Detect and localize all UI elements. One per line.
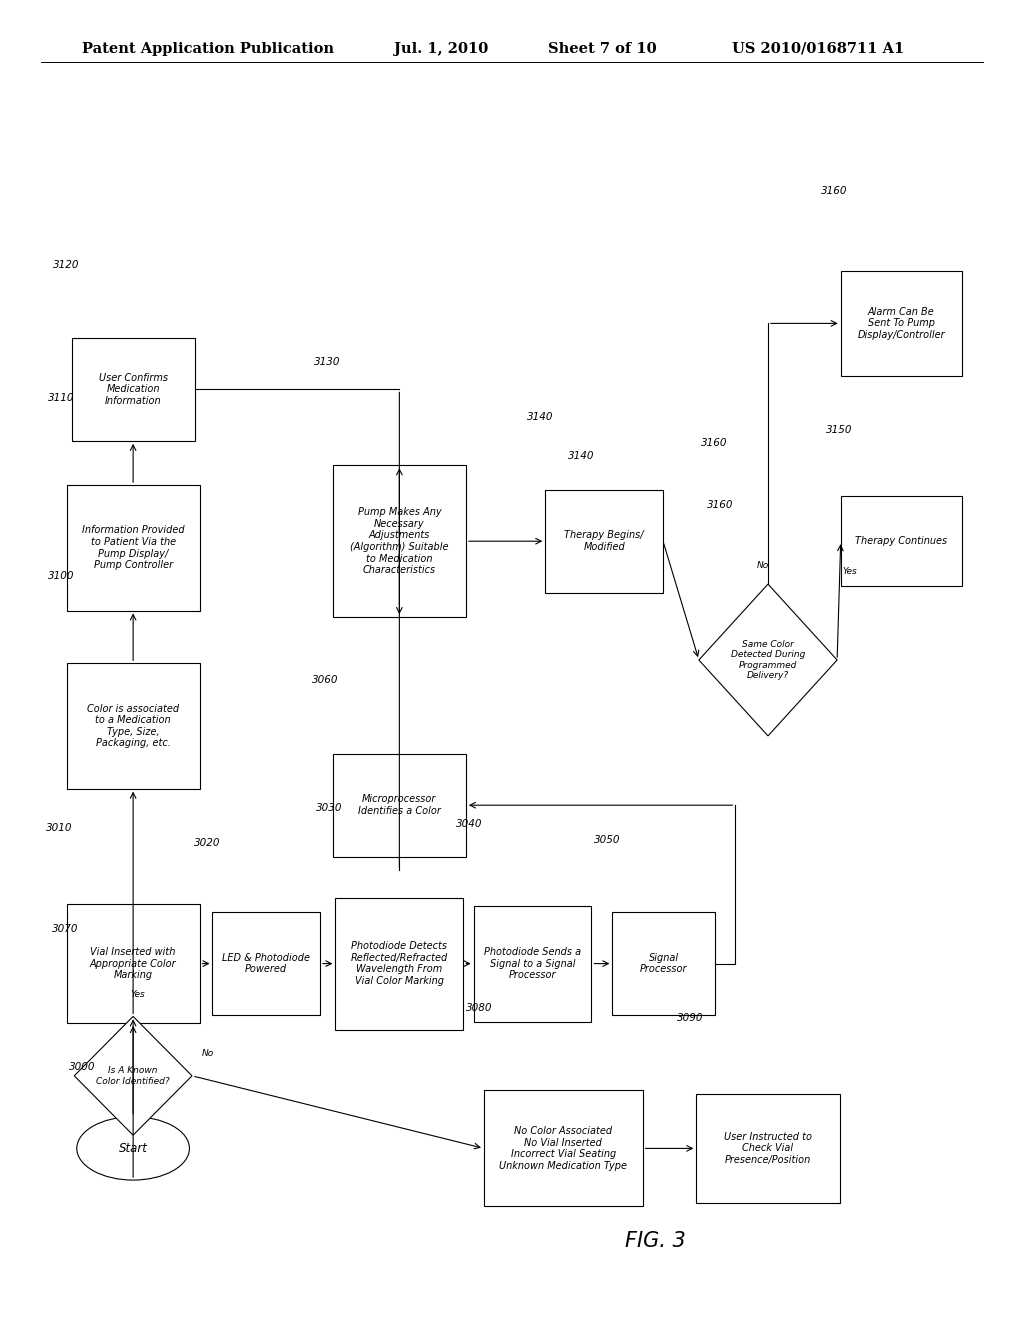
Text: 3100: 3100 xyxy=(48,572,75,581)
Text: 3010: 3010 xyxy=(46,822,73,833)
Text: Photodiode Sends a
Signal to a Signal
Processor: Photodiode Sends a Signal to a Signal Pr… xyxy=(484,946,581,981)
Text: US 2010/0168711 A1: US 2010/0168711 A1 xyxy=(732,42,904,55)
Bar xyxy=(473,906,592,1022)
Bar xyxy=(333,754,466,857)
Bar xyxy=(841,496,962,586)
Text: Therapy Continues: Therapy Continues xyxy=(855,536,947,546)
Text: 3160: 3160 xyxy=(701,438,728,449)
Text: User Instructed to
Check Vial
Presence/Position: User Instructed to Check Vial Presence/P… xyxy=(724,1131,812,1166)
Text: Microprocessor
Identifies a Color: Microprocessor Identifies a Color xyxy=(358,795,440,816)
Text: No Color Associated
No Vial Inserted
Incorrect Vial Seating
Unknown Medication T: No Color Associated No Vial Inserted Inc… xyxy=(500,1126,627,1171)
Text: 3020: 3020 xyxy=(194,838,220,849)
Text: Yes: Yes xyxy=(842,568,857,577)
Text: 3160: 3160 xyxy=(821,186,848,197)
Text: 3070: 3070 xyxy=(52,924,79,935)
Text: 3160: 3160 xyxy=(707,500,733,511)
Text: 3150: 3150 xyxy=(826,425,853,436)
Text: FIG. 3: FIG. 3 xyxy=(625,1230,686,1251)
Text: Jul. 1, 2010: Jul. 1, 2010 xyxy=(394,42,488,55)
Text: 3060: 3060 xyxy=(312,675,339,685)
Text: Is A Known
Color Identified?: Is A Known Color Identified? xyxy=(96,1067,170,1085)
Bar xyxy=(67,486,200,610)
Text: 3140: 3140 xyxy=(527,412,554,422)
Bar xyxy=(67,904,200,1023)
Text: 3030: 3030 xyxy=(316,803,343,813)
Text: 3140: 3140 xyxy=(568,451,595,462)
Ellipse shape xyxy=(77,1117,189,1180)
Polygon shape xyxy=(75,1016,193,1135)
Bar xyxy=(696,1094,840,1203)
Text: Sheet 7 of 10: Sheet 7 of 10 xyxy=(548,42,656,55)
Text: Photodiode Detects
Reflected/Refracted
Wavelength From
Vial Color Marking: Photodiode Detects Reflected/Refracted W… xyxy=(351,941,447,986)
Text: 3080: 3080 xyxy=(466,1003,493,1014)
Text: 3000: 3000 xyxy=(69,1061,95,1072)
Polygon shape xyxy=(698,583,838,737)
Text: Information Provided
to Patient Via the
Pump Display/
Pump Controller: Information Provided to Patient Via the … xyxy=(82,525,184,570)
Text: Yes: Yes xyxy=(131,990,145,999)
Bar xyxy=(336,898,463,1030)
Text: 3050: 3050 xyxy=(594,834,621,845)
Bar xyxy=(612,912,715,1015)
Text: Pump Makes Any
Necessary
Adjustments
(Algorithm) Suitable
to Medication
Characte: Pump Makes Any Necessary Adjustments (Al… xyxy=(350,507,449,576)
Text: 3130: 3130 xyxy=(314,358,341,367)
Text: Signal
Processor: Signal Processor xyxy=(640,953,687,974)
Text: 3110: 3110 xyxy=(48,393,75,403)
Text: No: No xyxy=(757,561,769,570)
Text: Same Color
Detected During
Programmed
Delivery?: Same Color Detected During Programmed De… xyxy=(731,640,805,680)
Text: 3040: 3040 xyxy=(456,818,482,829)
Bar xyxy=(213,912,319,1015)
Text: LED & Photodiode
Powered: LED & Photodiode Powered xyxy=(222,953,310,974)
Bar xyxy=(72,338,195,441)
Bar xyxy=(484,1090,643,1206)
Text: User Confirms
Medication
Information: User Confirms Medication Information xyxy=(98,372,168,407)
Text: 3090: 3090 xyxy=(677,1012,703,1023)
Text: Color is associated
to a Medication
Type, Size,
Packaging, etc.: Color is associated to a Medication Type… xyxy=(87,704,179,748)
Text: 3120: 3120 xyxy=(53,260,80,271)
Bar xyxy=(841,271,962,376)
Text: Alarm Can Be
Sent To Pump
Display/Controller: Alarm Can Be Sent To Pump Display/Contro… xyxy=(857,306,945,341)
Text: Vial Inserted with
Appropriate Color
Marking: Vial Inserted with Appropriate Color Mar… xyxy=(90,946,176,981)
Text: Start: Start xyxy=(119,1142,147,1155)
Bar xyxy=(67,663,200,788)
Bar xyxy=(545,490,664,593)
Text: No: No xyxy=(203,1049,214,1059)
Text: Patent Application Publication: Patent Application Publication xyxy=(82,42,334,55)
Bar xyxy=(333,466,466,618)
Text: Therapy Begins/
Modified: Therapy Begins/ Modified xyxy=(564,531,644,552)
